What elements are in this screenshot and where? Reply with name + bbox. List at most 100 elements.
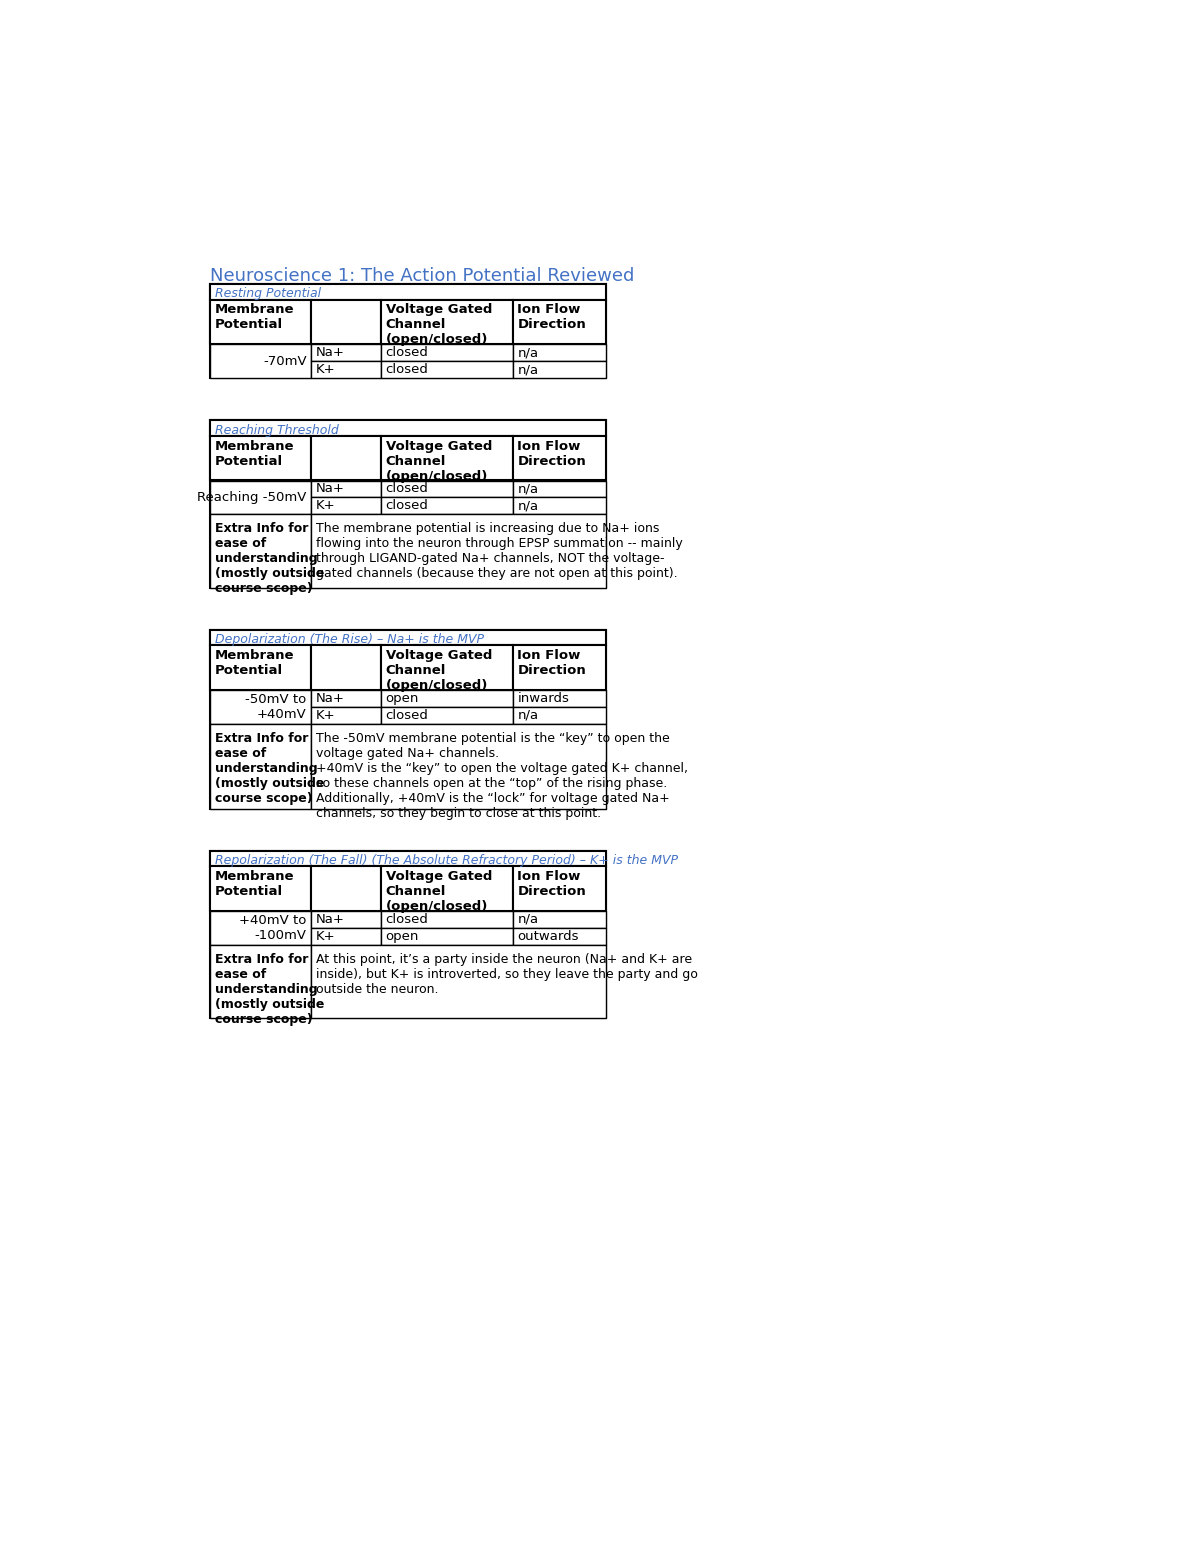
Bar [512,707,606,724]
Bar [311,345,380,362]
Text: closed: closed [385,500,428,512]
Bar [311,912,380,927]
Bar [210,690,311,724]
Text: K+: K+ [316,363,336,376]
Bar [380,690,512,707]
Text: Voltage Gated
Channel
(open/closed): Voltage Gated Channel (open/closed) [385,870,492,913]
Bar [311,944,606,1017]
Text: n/a: n/a [517,500,539,512]
Bar [512,497,606,514]
Bar [210,514,311,587]
Bar [210,631,606,809]
Text: -70mV: -70mV [263,354,306,368]
Text: Ion Flow
Direction: Ion Flow Direction [517,649,586,677]
Bar [380,927,512,944]
Bar [512,480,606,497]
Bar [311,690,380,707]
Bar [210,480,311,514]
Bar [380,912,512,927]
Text: Reaching Threshold: Reaching Threshold [215,424,338,436]
Bar [210,912,311,944]
Bar [210,284,606,300]
Text: K+: K+ [316,708,336,722]
Text: n/a: n/a [517,708,539,722]
Bar [210,284,606,377]
Text: closed: closed [385,346,428,359]
Text: +40mV to
-100mV: +40mV to -100mV [239,913,306,941]
Text: The membrane potential is increasing due to Na+ ions
flowing into the neuron thr: The membrane potential is increasing due… [316,522,683,581]
Text: K+: K+ [316,930,336,943]
Bar [512,867,606,912]
Text: Membrane
Potential: Membrane Potential [215,439,295,467]
Text: Repolarization (The Fall) (The Absolute Refractory Period) – K+ is the MVP: Repolarization (The Fall) (The Absolute … [215,854,678,867]
Bar [512,300,606,345]
Text: Neuroscience 1: The Action Potential Reviewed: Neuroscience 1: The Action Potential Rev… [210,267,635,286]
Text: n/a: n/a [517,346,539,359]
Bar [311,300,380,345]
Bar [311,514,606,587]
Bar [512,927,606,944]
Text: outwards: outwards [517,930,578,943]
Bar [311,436,380,480]
Text: Voltage Gated
Channel
(open/closed): Voltage Gated Channel (open/closed) [385,303,492,346]
Bar [380,497,512,514]
Bar [380,707,512,724]
Text: Ion Flow
Direction: Ion Flow Direction [517,303,586,331]
Text: Reaching -50mV: Reaching -50mV [197,491,306,503]
Text: Ion Flow
Direction: Ion Flow Direction [517,870,586,898]
Bar [210,944,311,1017]
Text: open: open [385,930,419,943]
Text: The -50mV membrane potential is the “key” to open the
voltage gated Na+ channels: The -50mV membrane potential is the “key… [316,731,688,820]
Text: -50mV to
+40mV: -50mV to +40mV [245,693,306,721]
Bar [512,345,606,362]
Text: Extra Info for
ease of
understanding
(mostly outside
course scope): Extra Info for ease of understanding (mo… [215,731,324,804]
Text: Na+: Na+ [316,693,344,705]
Text: n/a: n/a [517,913,539,926]
Bar [311,480,380,497]
Text: Membrane
Potential: Membrane Potential [215,303,295,331]
Bar [380,867,512,912]
Text: Na+: Na+ [316,483,344,495]
Bar [512,646,606,690]
Bar [210,867,311,912]
Text: Membrane
Potential: Membrane Potential [215,870,295,898]
Bar [210,345,311,377]
Text: K+: K+ [316,500,336,512]
Bar [512,912,606,927]
Bar [210,421,606,587]
Bar [380,362,512,377]
Text: Ion Flow
Direction: Ion Flow Direction [517,439,586,467]
Bar [210,631,606,646]
Bar [512,690,606,707]
Bar [311,707,380,724]
Text: open: open [385,693,419,705]
Text: n/a: n/a [517,363,539,376]
Bar [210,421,606,436]
Text: Extra Info for
ease of
understanding
(mostly outside
course scope): Extra Info for ease of understanding (mo… [215,522,324,595]
Text: closed: closed [385,708,428,722]
Bar [380,480,512,497]
Text: At this point, it’s a party inside the neuron (Na+ and K+ are
inside), but K+ is: At this point, it’s a party inside the n… [316,952,697,995]
Bar [311,724,606,809]
Bar [311,867,380,912]
Bar [210,646,311,690]
Bar [210,851,606,867]
Bar [210,300,311,345]
Text: Na+: Na+ [316,346,344,359]
Bar [311,497,380,514]
Text: Voltage Gated
Channel
(open/closed): Voltage Gated Channel (open/closed) [385,649,492,693]
Bar [210,436,311,480]
Text: closed: closed [385,363,428,376]
Bar [380,436,512,480]
Bar [311,362,380,377]
Text: n/a: n/a [517,483,539,495]
Text: Na+: Na+ [316,913,344,926]
Text: closed: closed [385,483,428,495]
Text: closed: closed [385,913,428,926]
Bar [380,345,512,362]
Text: Resting Potential: Resting Potential [215,287,322,300]
Bar [380,300,512,345]
Bar [311,927,380,944]
Bar [210,851,606,1017]
Bar [512,362,606,377]
